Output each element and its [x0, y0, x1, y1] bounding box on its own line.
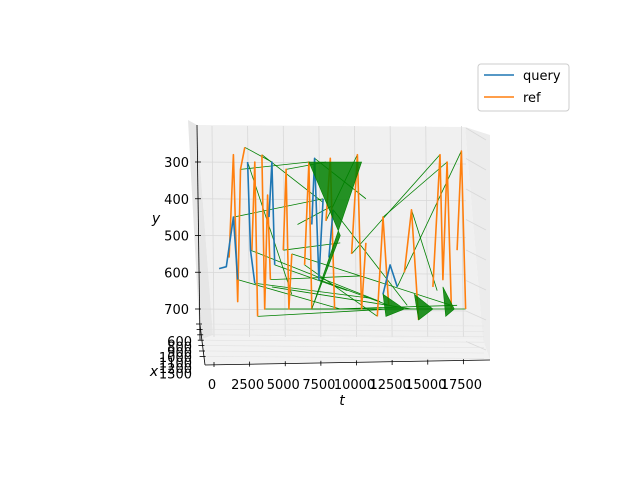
right-gridline: [465, 219, 487, 231]
x-tick-label: 900: [167, 346, 192, 361]
x-tick-label: 1300: [159, 367, 192, 382]
t-gridline: [247, 125, 251, 338]
alignment-line: [396, 150, 462, 288]
t-tick-label: 12500: [369, 378, 410, 393]
ref-series-line: [432, 153, 453, 310]
query-series-line: [268, 161, 276, 265]
t-axis-label: t: [339, 393, 345, 409]
y-tick-label: 700: [164, 303, 189, 318]
right-gridline: [465, 127, 487, 141]
t-gridline: [211, 125, 215, 338]
right-gridline: [465, 188, 487, 201]
t-tick-label: 5000: [267, 378, 300, 393]
ref-series-line: [228, 147, 246, 303]
alignment-line: [351, 154, 441, 255]
query-series-line: [311, 157, 324, 281]
x-gridline: [206, 356, 485, 359]
x-tick-label: 1100: [159, 357, 192, 372]
alignment-line: [332, 209, 408, 306]
tick-marks: [195, 161, 464, 367]
y-tick-label: 400: [164, 193, 189, 208]
x-gridline: [204, 339, 485, 343]
x-axis-line: [199, 324, 206, 366]
x-gridline: [205, 345, 485, 348]
x-tick-label: 1200: [159, 362, 192, 377]
right-pane: [465, 127, 490, 360]
floor-pane: [200, 335, 490, 365]
right-gridline: [465, 341, 487, 351]
query-series-line: [218, 216, 239, 280]
alignment-line: [233, 198, 324, 218]
alignment-line: [244, 146, 273, 163]
ref-series-line: [282, 168, 293, 310]
axis-lines: [196, 124, 491, 366]
y-tick-label: 600: [164, 266, 189, 281]
right-gridline: [465, 280, 487, 291]
x-gridline: [203, 329, 485, 332]
y-tick-label: 300: [164, 156, 189, 171]
y-tick-label: 500: [164, 230, 189, 245]
alignment-line: [270, 275, 361, 280]
plot-area: [218, 146, 467, 321]
t-tick-label: 10000: [334, 378, 375, 393]
x-tick-label: 800: [167, 340, 192, 355]
x-gridline: [202, 323, 485, 327]
axes-panes: [188, 120, 490, 365]
x-axis-label: x: [149, 364, 159, 380]
y-axis-line: [196, 124, 201, 341]
legend-query-label: query: [523, 69, 561, 84]
alignment-cluster: [308, 161, 363, 310]
ref-series-line: [456, 150, 467, 310]
right-gridline: [465, 249, 487, 261]
legend-ref-label: ref: [523, 91, 541, 106]
alignment-cluster: [382, 293, 406, 317]
ref-series-line: [403, 209, 420, 321]
x-tick-label: 1000: [159, 351, 192, 366]
t-tick-label: 7500: [302, 378, 335, 393]
y-axis-label: y: [151, 211, 161, 227]
back-pane: [197, 125, 483, 340]
alignment-line: [240, 161, 309, 170]
t-tick-label: 15000: [405, 378, 446, 393]
alignment-line: [250, 249, 381, 303]
alignment-cluster: [442, 286, 455, 318]
alignment-cluster: [413, 293, 434, 321]
ref-series-line: [251, 161, 259, 317]
right-gridline: [465, 310, 487, 321]
x-tick-label: 600: [167, 335, 192, 350]
y-gridline: [197, 271, 467, 275]
ref-series-line: [350, 153, 367, 310]
right-gridline: [465, 158, 487, 171]
query-series-line: [246, 161, 256, 284]
t-tick-label: 0: [208, 378, 216, 393]
query-series-line: [382, 264, 399, 295]
x-gridline: [205, 350, 485, 354]
alignment-line: [318, 279, 389, 306]
y-tick-labels: 300 400 500 600 700: [164, 156, 189, 318]
ref-series-line: [261, 154, 272, 310]
t-axis-line: [204, 359, 491, 366]
alignment-line: [382, 161, 448, 218]
t-tick-label: 17500: [441, 378, 482, 393]
legend: query ref: [477, 63, 570, 112]
t-gridline: [318, 125, 322, 338]
left-pane: [188, 120, 213, 340]
t-gridline: [425, 125, 429, 338]
x-gridline: [204, 334, 485, 338]
t-tick-label: 2500: [231, 378, 264, 393]
